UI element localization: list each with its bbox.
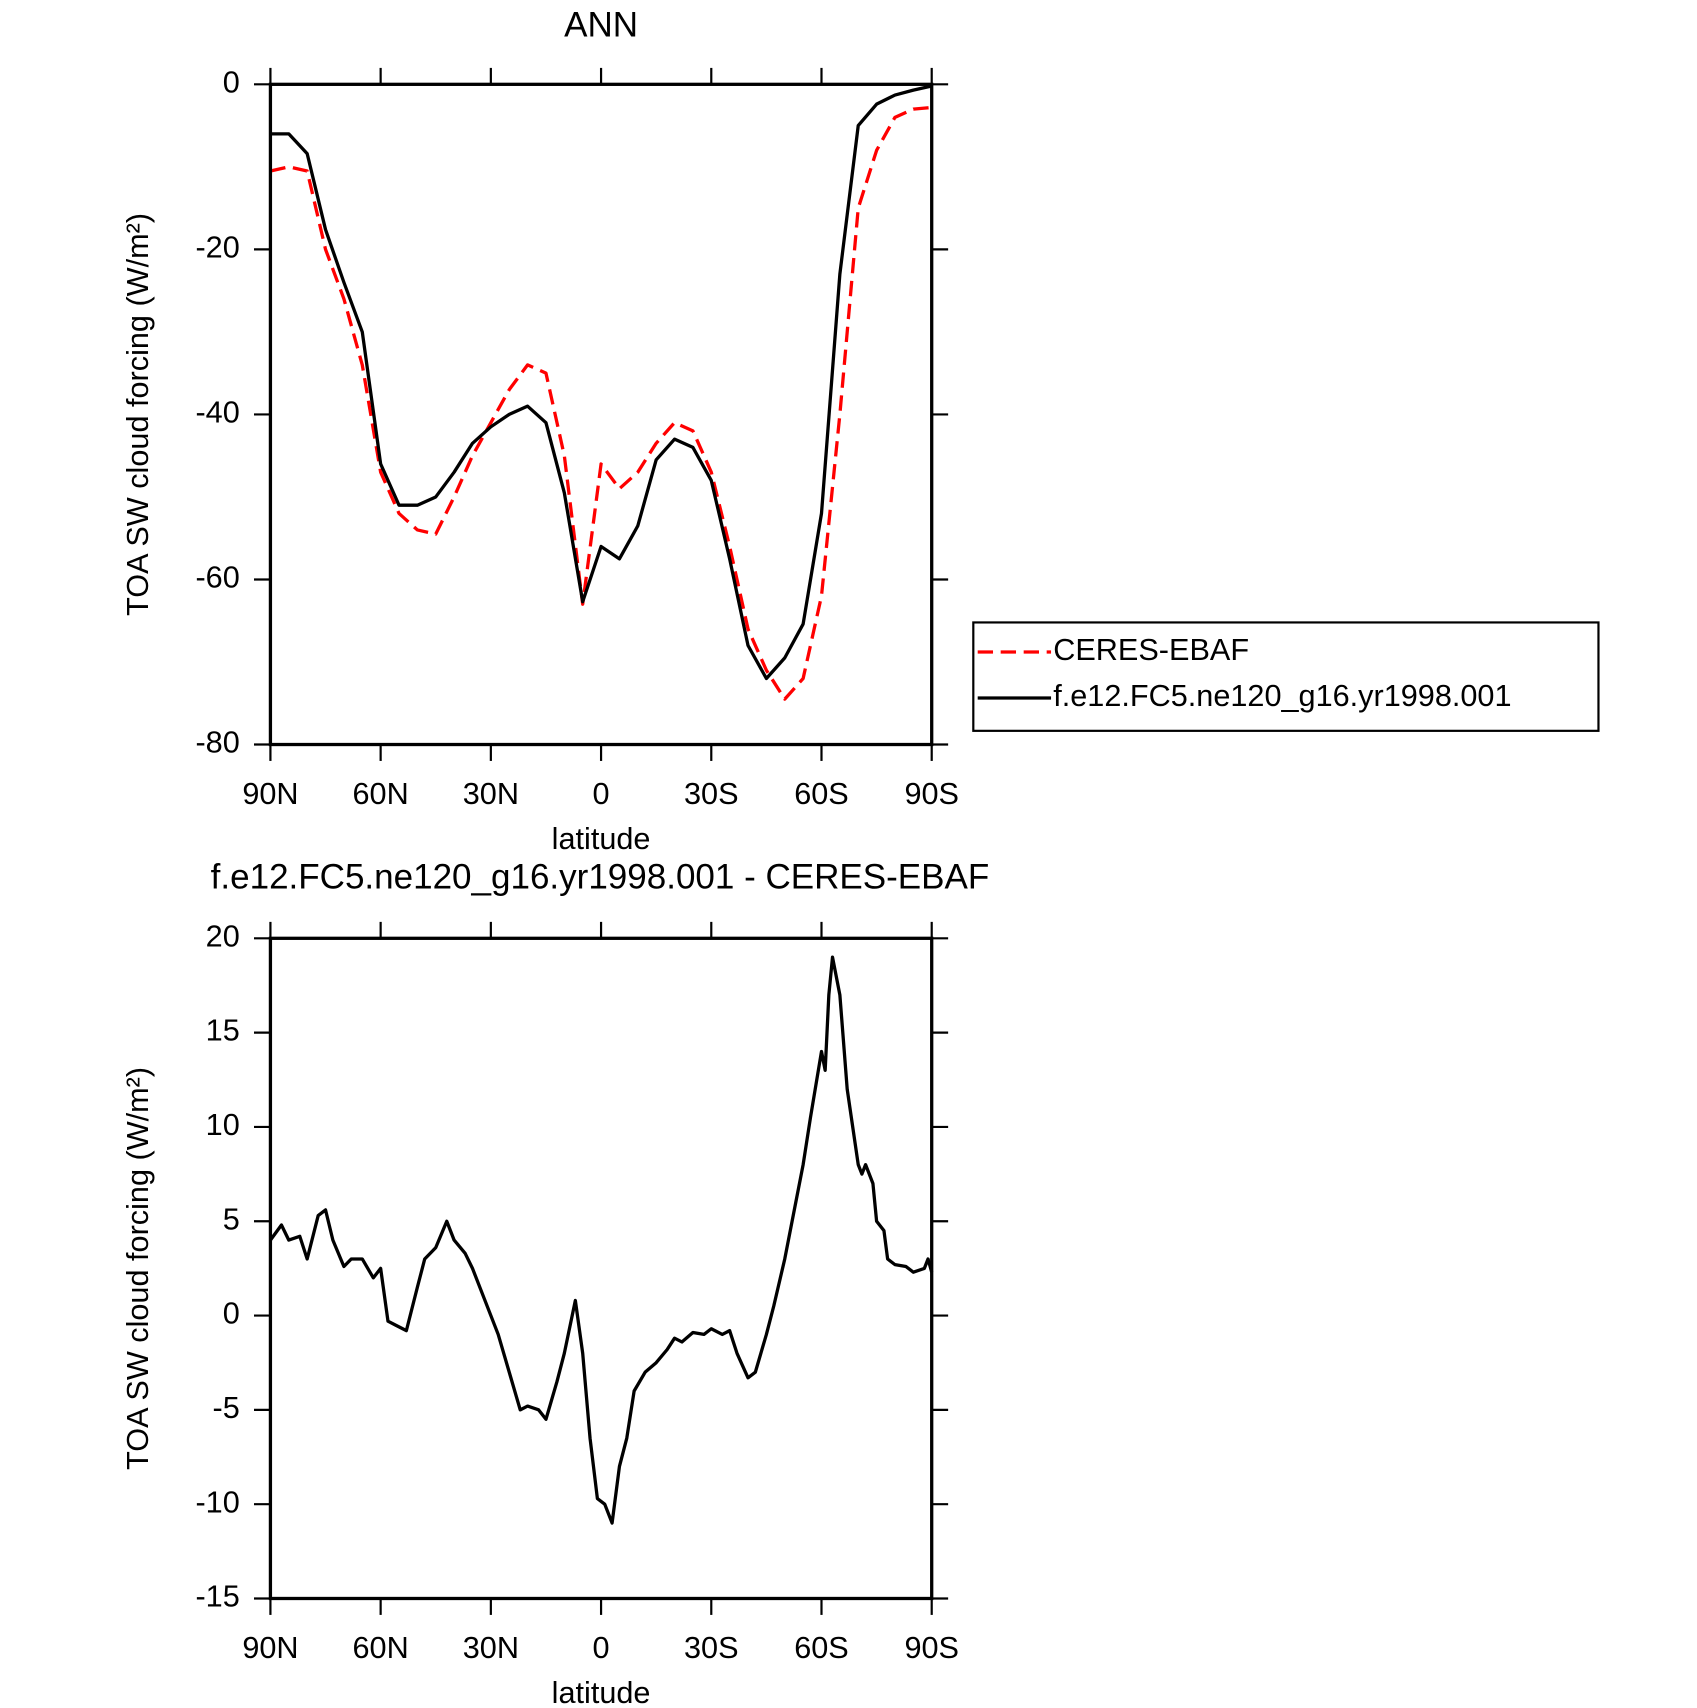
x-tick-label: 60S (794, 777, 849, 811)
data-line (270, 105, 932, 701)
plot-frame (268, 82, 934, 747)
x-tick-label: 90S (904, 777, 959, 811)
legend-label: CERES-EBAF (1053, 633, 1249, 667)
y-tick-label: -40 (195, 396, 239, 430)
legend: CERES-EBAF f.e12.FC5.ne120_g16.yr1998.001 (972, 621, 1600, 732)
plot-frame (268, 936, 934, 1601)
legend-label: f.e12.FC5.ne120_g16.yr1998.001 (1053, 679, 1511, 713)
x-tick-label: 30S (684, 1631, 739, 1665)
x-tick-label: 30N (463, 1631, 519, 1665)
y-tick-label: -80 (195, 726, 239, 760)
y-tick-label: 15 (206, 1014, 240, 1048)
x-tick-label: 30N (463, 777, 519, 811)
y-tick-label: -10 (195, 1485, 239, 1519)
x-tick-label: 90S (904, 1631, 959, 1665)
y-tick-label: 5 (223, 1202, 240, 1236)
x-tick-label: 60S (794, 1631, 849, 1665)
x-tick-label: 30S (684, 777, 739, 811)
y-tick-label: -15 (195, 1580, 239, 1614)
x-tick-label: 90N (242, 777, 298, 811)
y-tick-label: 0 (223, 65, 240, 99)
y-tick-label: 0 (223, 1297, 240, 1331)
legend-box (972, 621, 1600, 732)
y-tick-label: -60 (195, 561, 239, 595)
x-tick-label: 90N (242, 1631, 298, 1665)
x-tick-label: 60N (353, 777, 409, 811)
x-tick-label: 0 (593, 777, 610, 811)
data-line (270, 84, 933, 681)
y-tick-label: -20 (195, 230, 239, 264)
y-tick-label: 20 (206, 919, 240, 953)
y-axis-label: TOA SW cloud forcing (W/m²) (121, 1067, 155, 1470)
x-axis-label: latitude (552, 822, 651, 856)
chart-title: ANN (564, 6, 638, 45)
y-tick-label: 10 (206, 1108, 240, 1142)
x-tick-label: 0 (593, 1631, 610, 1665)
y-axis-label: TOA SW cloud forcing (W/m²) (121, 213, 155, 616)
y-tick-label: -5 (213, 1391, 240, 1425)
data-line (269, 955, 934, 1525)
x-axis-label: latitude (552, 1676, 651, 1708)
x-tick-label: 60N (353, 1631, 409, 1665)
chart-title: f.e12.FC5.ne120_g16.yr1998.001 - CERES-E… (211, 857, 990, 896)
